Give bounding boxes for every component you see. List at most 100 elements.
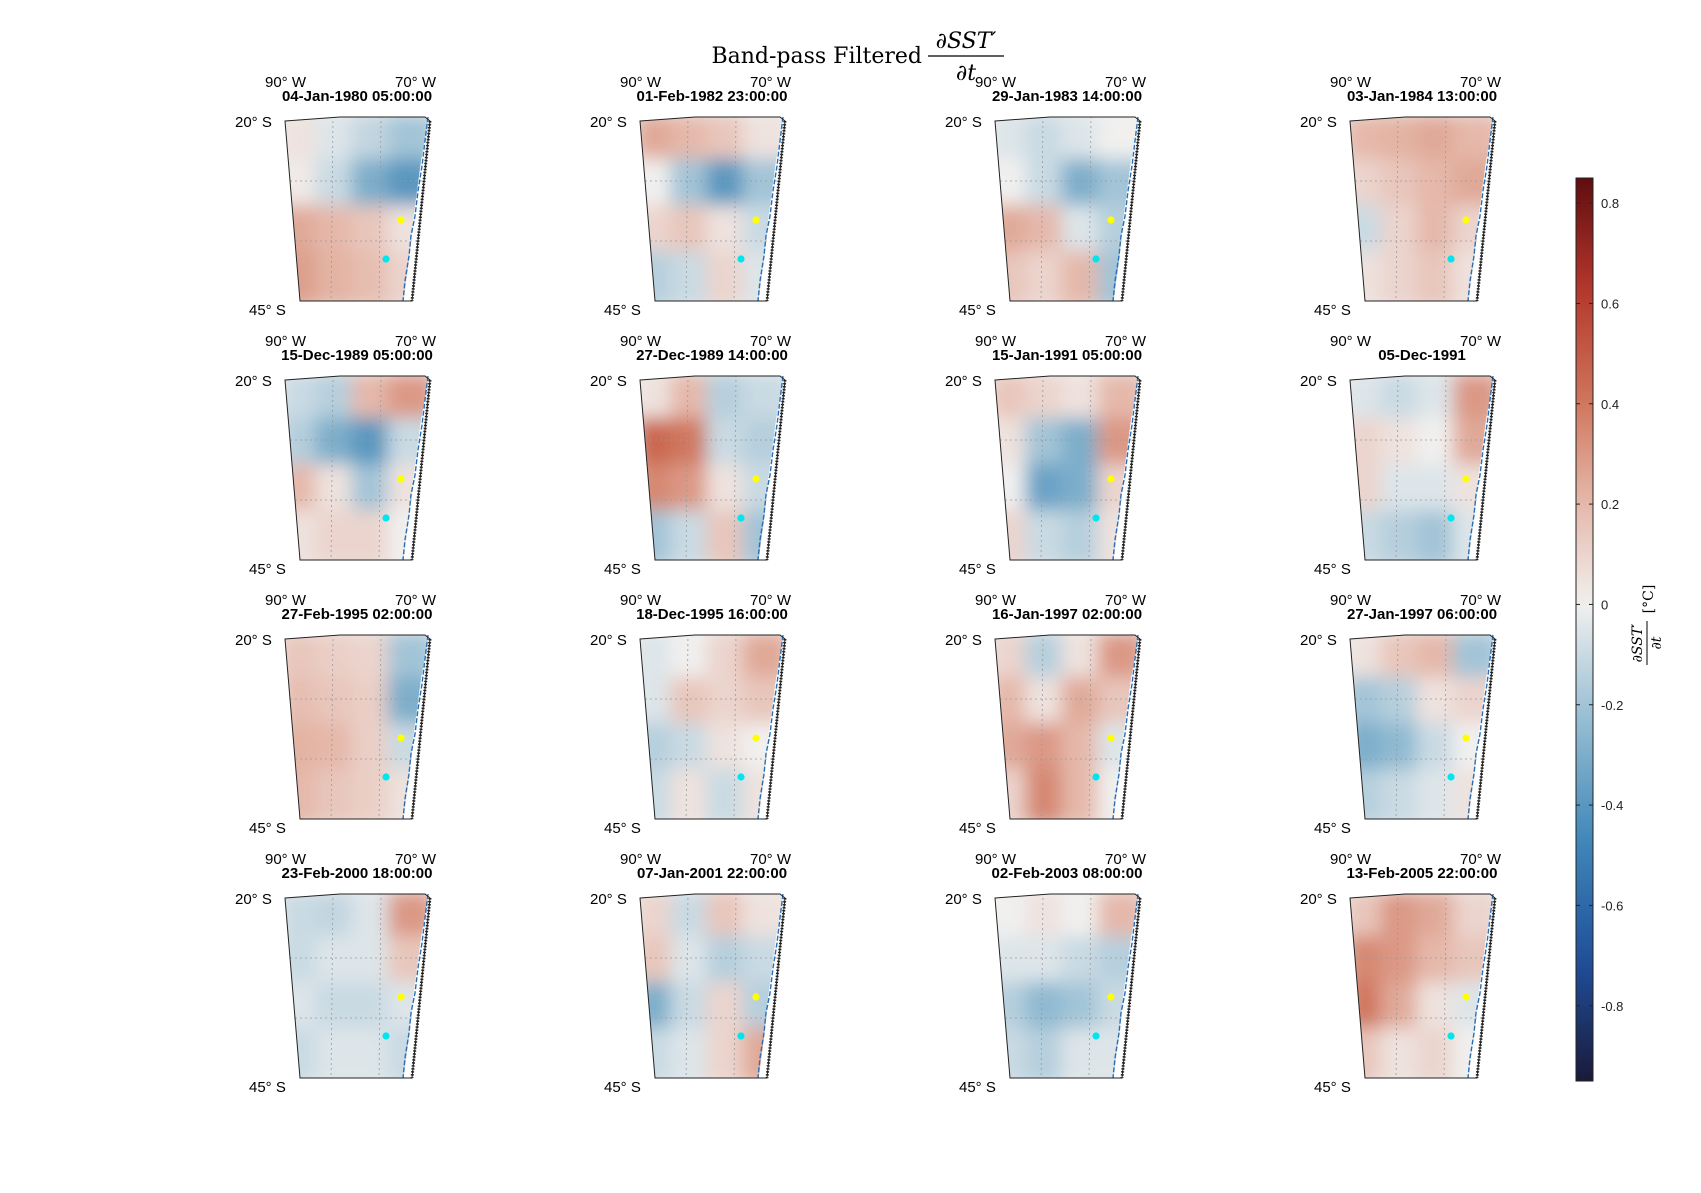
coastline [757,893,784,1079]
coastline [1467,375,1494,561]
coastline [402,116,429,302]
colorbar-tick-label: 0.6 [1601,296,1619,311]
sst-field [995,894,1140,1078]
lat-label-north: 20° S [1300,373,1337,390]
sst-field [995,117,1140,301]
lat-label-north: 20° S [590,114,627,131]
sst-field [995,376,1140,560]
colorbar-label-unit: [°C] [1641,585,1657,614]
lat-label-south: 45° S [604,302,641,319]
graticule-line [330,894,334,1078]
lat-label-north: 20° S [1300,632,1337,649]
marker-south [1447,1032,1455,1040]
map-panel: 90° W 70° W 20° S 45° S 02-Feb-2003 08:00:00 [945,851,1147,1096]
graticule-line [330,117,334,301]
map-panel: 90° W 70° W 20° S 45° S 07-Jan-2001 22:00:00 [590,851,792,1096]
map-panel: 90° W 70° W 20° S 45° S 27-Dec-1989 14:00:00 [590,333,792,578]
graticule-line [378,117,382,301]
lon-label-east: 70° W [1105,592,1147,609]
coastline [757,116,784,302]
panel-title: 27-Feb-1995 02:00:00 [282,606,433,623]
coastline [402,634,429,820]
lat-label-south: 45° S [1314,302,1351,319]
coastline [757,375,784,561]
coastline [1467,893,1494,1079]
lon-label-west: 90° W [265,592,307,609]
graticule-line [1088,376,1092,560]
panel-title: 02-Feb-2003 08:00:00 [992,865,1143,882]
lon-label-east: 70° W [395,592,437,609]
coastline [402,893,429,1079]
map-frame-east-edge [765,120,787,302]
graticule-line [1040,376,1044,560]
lon-label-east: 70° W [1460,851,1502,868]
graticule-line [1443,635,1447,819]
lat-label-south: 45° S [604,820,641,837]
map-frame-east-edge [765,638,787,820]
marker-north [752,475,760,483]
coastline [402,375,429,561]
marker-south [737,514,745,522]
colorbar-tick-label: -0.4 [1601,798,1623,813]
lon-label-west: 90° W [265,74,307,91]
lon-label-east: 70° W [1460,74,1502,91]
coastline [1467,634,1494,820]
panel-title: 27-Jan-1997 06:00:00 [1347,606,1497,623]
marker-north [1107,734,1115,742]
lon-label-west: 90° W [975,74,1017,91]
marker-north [1462,216,1470,224]
marker-south [1092,514,1100,522]
marker-south [1092,255,1100,263]
map-frame-east-edge [1120,379,1142,561]
marker-south [737,773,745,781]
graticule-line [685,117,689,301]
marker-south [382,514,390,522]
graticule-line [378,376,382,560]
map-panel: 90° W 70° W 20° S 45° S 15-Jan-1991 05:00:00 [945,333,1147,578]
lon-label-west: 90° W [265,851,307,868]
lon-label-east: 70° W [750,74,792,91]
lat-label-south: 45° S [249,302,286,319]
colorbar: 0.8 0.6 0.4 0.2 0 -0.2 -0.4 -0.6 -0.8 ∂SST′ ∂t [… [1575,177,1665,1082]
lat-label-north: 20° S [1300,891,1337,908]
lat-label-north: 20° S [1300,114,1337,131]
map-panel: 90° W 70° W 20° S 45° S 23-Feb-2000 18:00:00 [235,851,437,1096]
lon-label-west: 90° W [620,74,662,91]
colorbar-tick-label: -0.6 [1601,898,1623,913]
marker-south [1447,514,1455,522]
colorbar-tick-label: 0.8 [1601,196,1619,211]
coastline [757,634,784,820]
map-panel: 90° W 70° W 20° S 45° S 29-Jan-1983 14:00:00 [945,74,1147,319]
map-frame-east-edge [1475,638,1497,820]
coastline [1467,116,1494,302]
marker-north [397,993,405,1001]
lat-label-south: 45° S [249,1079,286,1096]
colorbar-tick-label: -0.8 [1601,999,1623,1014]
map-frame-east-edge [410,638,432,820]
graticule-line [378,635,382,819]
lon-label-west: 90° W [1330,592,1372,609]
panel-title: 23-Feb-2000 18:00:00 [282,865,433,882]
graticule-line [685,376,689,560]
map-panel: 90° W 70° W 20° S 45° S 18-Dec-1995 16:00:00 [590,592,792,837]
graticule-line [1040,117,1044,301]
lat-label-south: 45° S [959,302,996,319]
sst-field [1350,376,1495,560]
graticule-line [1395,894,1399,1078]
lat-label-north: 20° S [235,632,272,649]
map-panel: 90° W 70° W 20° S 45° S 13-Feb-2005 22:00:00 [1300,851,1502,1096]
map-panel: 90° W 70° W 20° S 45° S 03-Jan-1984 13:00:00 [1300,74,1502,319]
marker-north [1462,734,1470,742]
lon-label-west: 90° W [975,851,1017,868]
lon-label-west: 90° W [620,333,662,350]
lon-label-east: 70° W [750,592,792,609]
map-panel: 90° W 70° W 20° S 45° S 01-Feb-1982 23:00:00 [590,74,792,319]
graticule-line [1443,376,1447,560]
marker-north [1462,475,1470,483]
figure-title-denominator: ∂t [956,61,976,86]
panel-title: 29-Jan-1983 14:00:00 [992,88,1142,105]
graticule-line [1088,635,1092,819]
colorbar-tick-label: -0.2 [1601,698,1623,713]
sst-field [1350,635,1495,819]
coastline [1112,634,1139,820]
